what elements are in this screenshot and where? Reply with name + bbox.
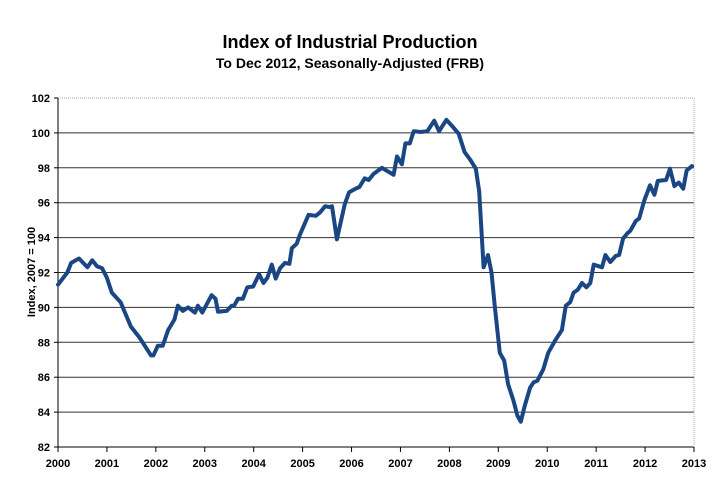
y-tick-label: 90 (38, 302, 50, 314)
x-tick-label: 2013 (682, 458, 706, 470)
y-tick-label: 94 (38, 233, 51, 245)
y-tick-label: 82 (38, 442, 50, 454)
y-tick-label: 92 (38, 268, 50, 280)
y-tick-label: 86 (38, 372, 50, 384)
x-tick-label: 2006 (339, 458, 363, 470)
x-tick-label: 2012 (633, 458, 657, 470)
y-tick-labels: 82 84 86 88 90 92 94 96 98 100 102 (32, 93, 51, 454)
y-tick-label: 84 (38, 407, 51, 419)
y-tick-label: 98 (38, 163, 50, 175)
x-tick-label: 2010 (535, 458, 559, 470)
gridlines (58, 97, 694, 413)
x-tick-label: 2000 (46, 458, 70, 470)
x-tick-label: 2003 (193, 458, 217, 470)
y-tick-label: 88 (38, 337, 50, 349)
x-tick-label: 2005 (290, 458, 314, 470)
chart-title: Index of Industrial Production (222, 32, 477, 52)
axes (54, 97, 695, 452)
x-tick-label: 2004 (241, 458, 266, 470)
chart-subtitle: To Dec 2012, Seasonally-Adjusted (FRB) (216, 55, 484, 71)
x-tick-label: 2002 (144, 458, 168, 470)
x-tick-label: 2011 (584, 458, 608, 470)
y-tick-label: 100 (32, 128, 50, 140)
x-tick-label: 2001 (95, 458, 119, 470)
series-group (56, 117, 694, 424)
y-tick-label: 96 (38, 198, 50, 210)
series-line-industrial-production (56, 117, 694, 424)
x-tick-label: 2008 (437, 458, 461, 470)
y-axis-label: Index, 2007 = 100 (26, 227, 38, 317)
x-tick-label: 2009 (486, 458, 510, 470)
y-tick-label: 102 (32, 93, 50, 105)
x-tick-label: 2007 (388, 458, 412, 470)
x-tick-labels: 2000 2001 2002 2003 2004 2005 2006 2007 2008 2009… (46, 458, 706, 470)
